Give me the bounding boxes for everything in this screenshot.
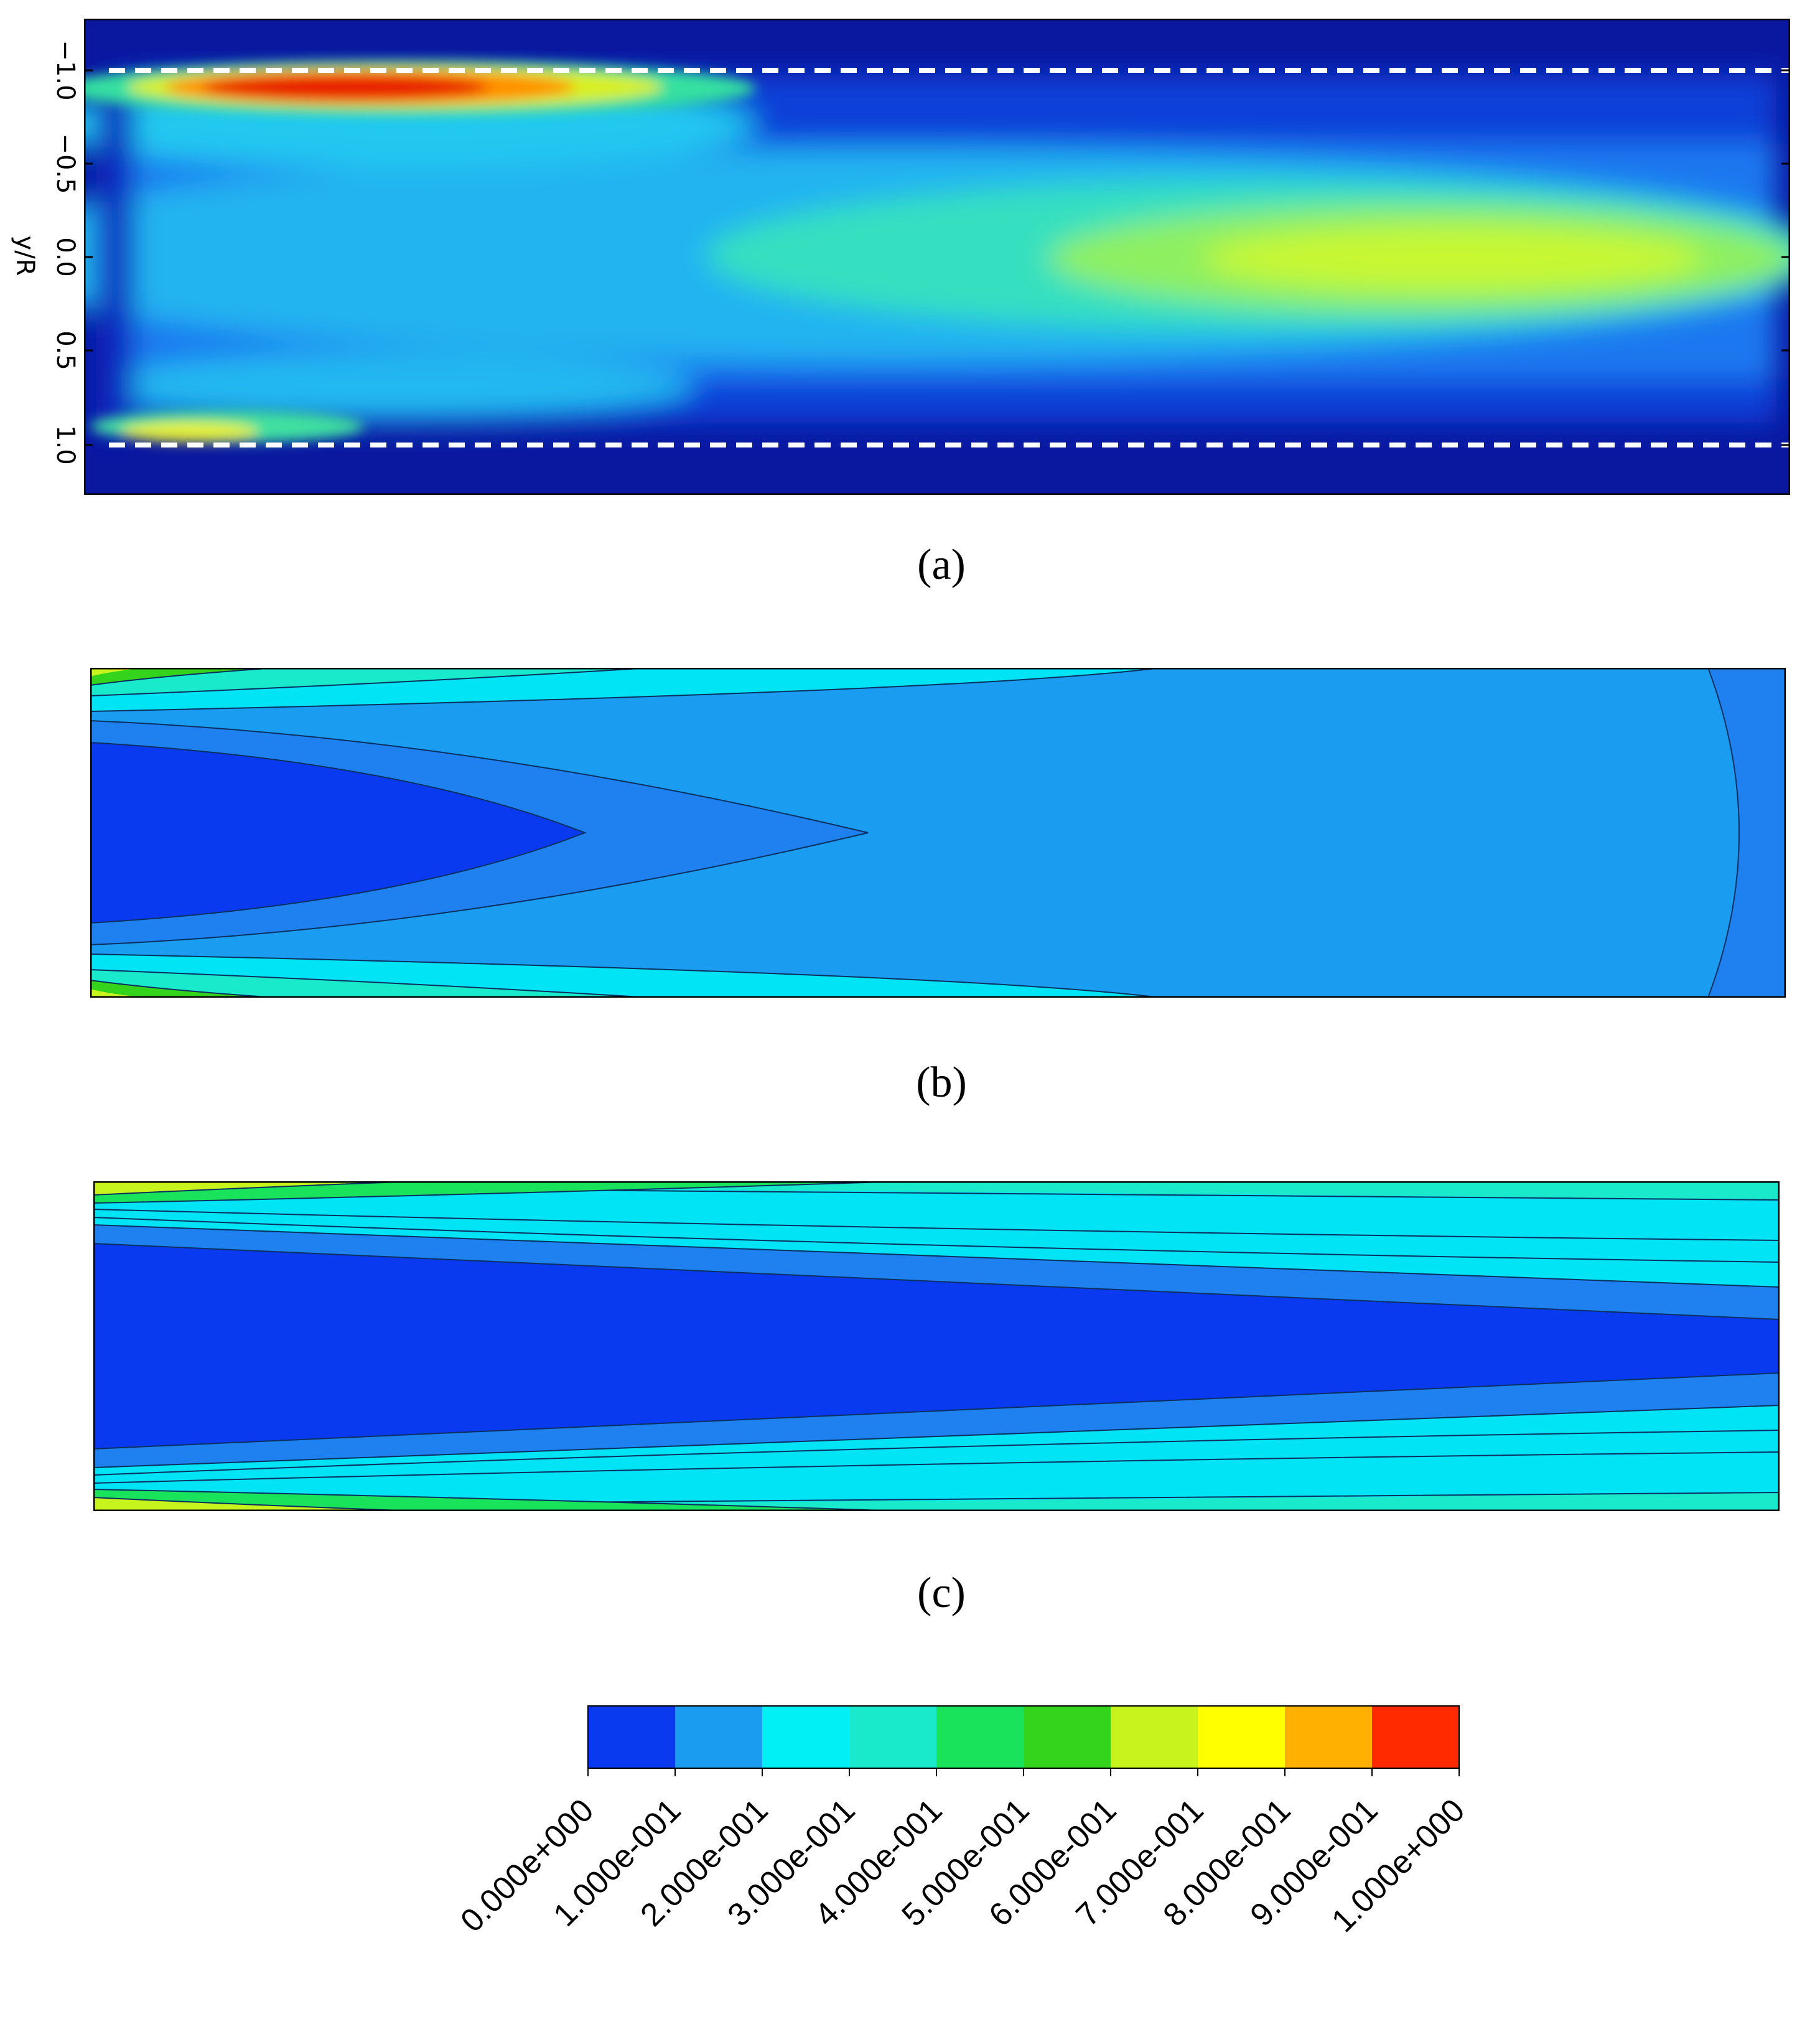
- colorbar-label: 0.000e+000: [454, 1792, 601, 1939]
- colorbar-swatch: [936, 1706, 1024, 1768]
- colorbar-swatch: [1198, 1706, 1286, 1768]
- colorbar-swatch: [849, 1706, 937, 1768]
- colorbar-label: 3.000e-001: [721, 1792, 862, 1934]
- colorbar: [587, 1705, 1460, 1776]
- colorbar-label: 8.000e-001: [1156, 1792, 1298, 1934]
- ytick-label: 0.5: [51, 330, 80, 370]
- colorbar-swatch: [1372, 1706, 1460, 1768]
- y-axis-label: y/R: [11, 235, 39, 276]
- caption-c: (c): [917, 1569, 966, 1617]
- colorbar-label: 5.000e-001: [895, 1792, 1037, 1934]
- colorbar-label: 1.000e-001: [546, 1792, 688, 1934]
- caption-a: (a): [917, 541, 966, 589]
- colorbar-label: 2.000e-001: [633, 1792, 775, 1934]
- ytick-label: 1.0: [51, 425, 80, 465]
- ytick-label: 0.0: [51, 237, 80, 277]
- panel-a-heatmap: [84, 19, 1790, 495]
- colorbar-label: 1.000e+000: [1325, 1792, 1472, 1939]
- colorbar-swatch: [1024, 1706, 1111, 1768]
- panel-b-contour: [90, 668, 1786, 998]
- colorbar-label: 9.000e-001: [1243, 1792, 1385, 1934]
- panel-c-contour: [93, 1181, 1780, 1511]
- colorbar-swatch: [1111, 1706, 1198, 1768]
- ytick-label: −1.0: [51, 40, 80, 101]
- ytick-label: −0.5: [51, 133, 80, 194]
- colorbar-label: 6.000e-001: [982, 1792, 1124, 1934]
- colorbar-swatch: [1285, 1706, 1373, 1768]
- colorbar-swatch: [588, 1706, 676, 1768]
- caption-b: (b): [916, 1059, 967, 1107]
- colorbar-swatch: [762, 1706, 850, 1768]
- colorbar-label: 7.000e-001: [1069, 1792, 1211, 1934]
- colorbar-label: 4.000e-001: [808, 1792, 950, 1934]
- colorbar-swatch: [675, 1706, 763, 1768]
